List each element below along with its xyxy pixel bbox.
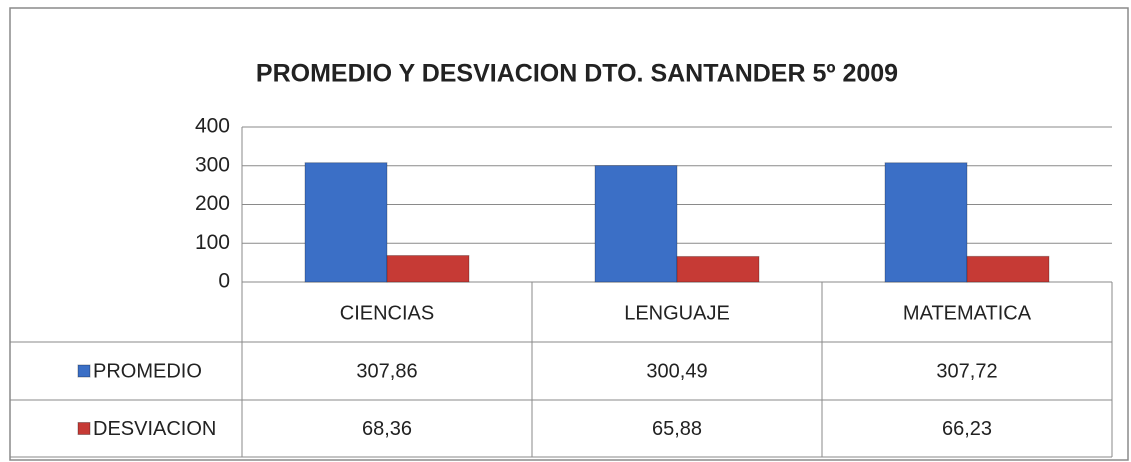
table-cell: 300,49: [646, 360, 707, 382]
bar: [304, 162, 388, 283]
table-cell: 307,86: [356, 360, 417, 382]
x-tick-label: MATEMATICA: [903, 302, 1032, 324]
chart-title: PROMEDIO Y DESVIACION DTO. SANTANDER 5º …: [256, 60, 898, 88]
table-cell: 65,88: [652, 418, 702, 440]
bar: [594, 165, 678, 283]
y-tick-label: 0: [218, 270, 230, 293]
x-tick-label: LENGUAJE: [624, 302, 730, 324]
bar: [966, 255, 1050, 283]
y-tick-label: 200: [195, 192, 230, 215]
legend-label: PROMEDIO: [93, 360, 202, 382]
table-cell: 307,72: [936, 360, 997, 382]
y-tick-label: 300: [195, 153, 230, 176]
bar: [884, 162, 968, 283]
y-tick-label: 400: [195, 115, 230, 138]
legend-label: DESVIACION: [93, 418, 216, 440]
table-cell: 68,36: [362, 418, 412, 440]
legend-swatch: [77, 364, 91, 378]
y-tick-label: 100: [195, 231, 230, 254]
bar: [676, 255, 760, 283]
bar: [386, 255, 470, 283]
legend-swatch: [77, 422, 91, 435]
table-cell: 66,23: [942, 418, 992, 440]
x-tick-label: CIENCIAS: [340, 302, 434, 324]
